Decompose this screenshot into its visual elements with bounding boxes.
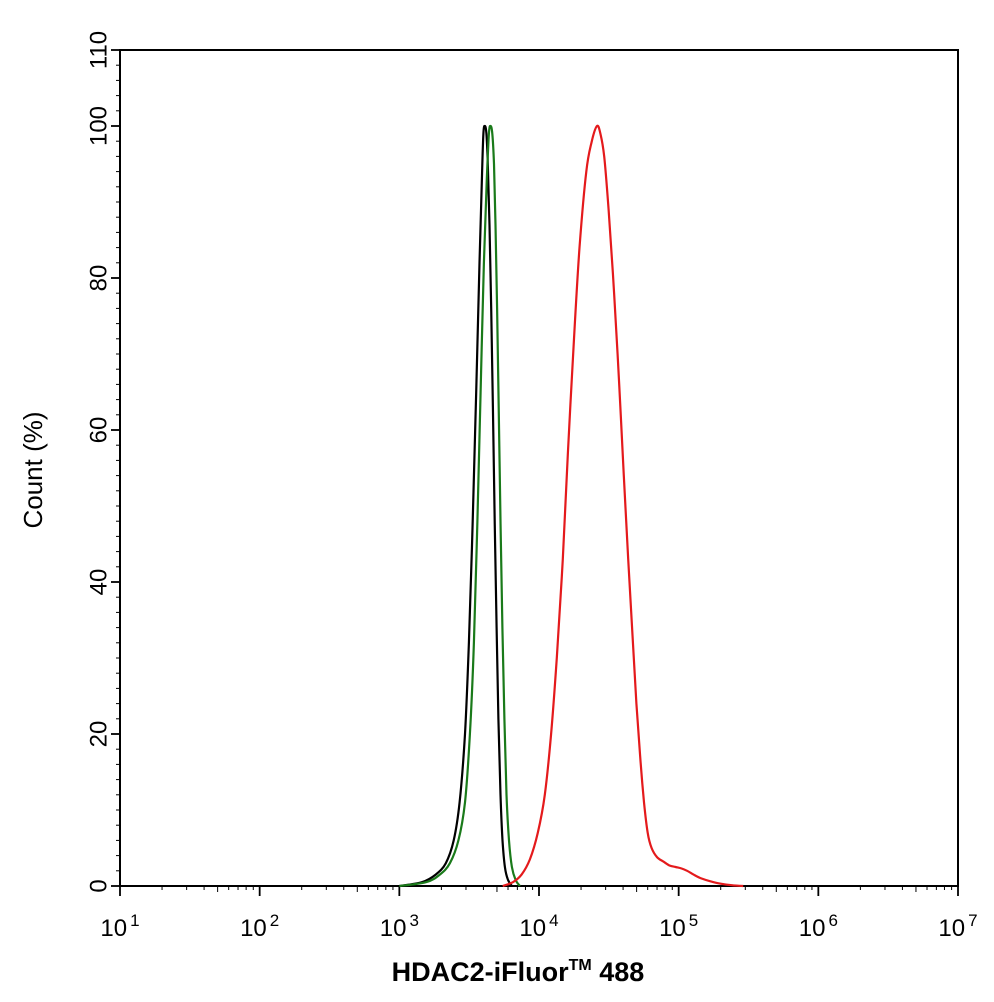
plot-area [119, 49, 959, 887]
y-tick-label: 20 [85, 721, 112, 748]
series-layer [399, 124, 744, 888]
y-axis: 0 20 40 60 80 100 110 [85, 31, 120, 893]
x-tick-label: 10 7 [938, 911, 977, 942]
x-axis-title-main: HDAC2-iFluor [392, 957, 569, 987]
x-tick-label: 10 1 [100, 911, 139, 942]
x-tick-label: 10 5 [659, 911, 698, 942]
x-tick-label: 10 6 [799, 911, 838, 942]
y-axis-title: Count (%) [18, 411, 48, 528]
y-tick-label: 100 [85, 106, 112, 146]
x-axis-title: HDAC2-iFluorTM 488 [392, 957, 645, 987]
series-green-curve [399, 124, 521, 888]
x-tick-label: 10 3 [380, 911, 419, 942]
x-axis: 10 1 10 2 10 3 10 4 10 5 10 6 10 7 [100, 886, 978, 942]
plot-frame [119, 49, 959, 887]
series-black-curve [399, 124, 513, 888]
y-tick-label: 110 [85, 31, 112, 69]
y-tick-label: 60 [85, 417, 112, 444]
x-axis-title-suffix: 488 [592, 957, 645, 987]
y-tick-label: 80 [85, 265, 112, 292]
x-tick-label: 10 2 [240, 911, 279, 942]
y-tick-label: 40 [85, 569, 112, 596]
x-axis-title-mark: TM [569, 957, 592, 974]
x-tick-label: 10 4 [519, 911, 558, 942]
series-red-curve [502, 124, 744, 888]
y-tick-label: 0 [85, 879, 112, 892]
